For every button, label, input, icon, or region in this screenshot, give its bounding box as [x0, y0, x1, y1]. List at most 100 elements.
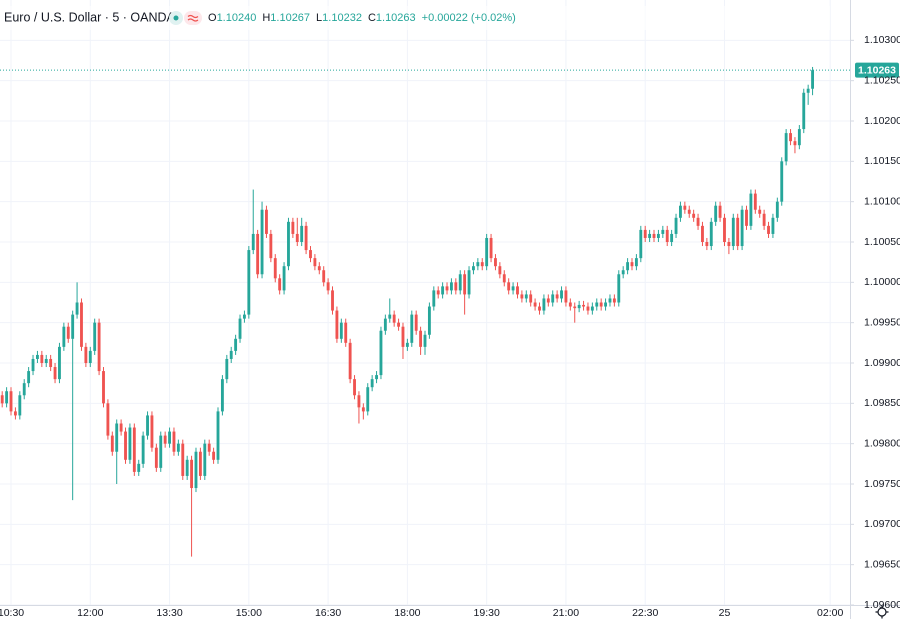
candle-body — [18, 395, 22, 416]
candle-body — [533, 302, 537, 307]
candle-body — [212, 451, 216, 460]
candle-body — [44, 358, 48, 363]
candle-body — [383, 318, 387, 331]
candle-body — [454, 282, 458, 291]
candle-body — [793, 141, 797, 146]
candle-body — [75, 302, 79, 315]
candle-body — [524, 294, 528, 299]
candle-body — [727, 242, 731, 247]
candle-body — [555, 294, 559, 299]
candle-body — [331, 290, 334, 311]
candle-body — [71, 314, 75, 339]
candle-body — [705, 242, 709, 247]
y-tick-label: 1.10200 — [864, 115, 900, 127]
candle-body — [388, 314, 392, 319]
candle-body — [665, 229, 669, 242]
candle-body — [419, 330, 423, 347]
candle-body — [141, 435, 145, 464]
candle-body — [194, 451, 198, 489]
candle-body — [467, 270, 471, 295]
candle-body — [317, 266, 321, 271]
candle-body — [154, 447, 158, 468]
candle-body — [304, 225, 308, 251]
candle-body — [84, 346, 88, 363]
plot-area — [0, 0, 850, 606]
candle-body — [476, 262, 480, 267]
candle-body — [767, 225, 770, 234]
candle-body — [753, 193, 757, 210]
candle-body — [265, 209, 268, 234]
ohlc-key: L — [316, 12, 322, 24]
candle-body — [595, 302, 599, 307]
y-tick-label: 1.09950 — [864, 316, 900, 328]
candle-body — [242, 314, 246, 319]
candle-body — [53, 367, 57, 380]
candle-body — [132, 427, 136, 472]
candle-body — [31, 358, 35, 372]
candle-body — [115, 423, 119, 452]
candle-body — [185, 459, 189, 476]
x-tick-label: 16:30 — [315, 607, 341, 619]
y-tick-label: 1.10100 — [864, 195, 900, 207]
candle-body — [432, 290, 436, 307]
settings-gear[interactable] — [877, 607, 887, 617]
candle-body — [731, 217, 735, 247]
candle-body — [529, 294, 533, 303]
change-value: +0.00022 (+0.02%) — [422, 12, 516, 24]
candle-body — [326, 282, 330, 291]
candle-body — [287, 221, 290, 267]
candle-body — [159, 435, 163, 468]
candle-body — [489, 237, 493, 259]
header-backdrop — [0, 6, 830, 30]
x-tick-label: 25 — [719, 607, 731, 619]
candle-body — [102, 371, 105, 404]
candle-body — [216, 411, 220, 460]
candle-body — [119, 423, 123, 432]
candle-body — [40, 354, 44, 363]
candle-body — [392, 314, 396, 323]
ohlc-key: H — [262, 12, 270, 24]
y-tick-label: 1.09700 — [864, 518, 900, 530]
candle-body — [568, 302, 572, 307]
candle-body — [758, 209, 762, 214]
data-status-badge[interactable] — [184, 11, 202, 25]
candle-body — [13, 411, 17, 416]
candle-body — [168, 431, 171, 444]
candle-body — [106, 403, 110, 436]
candle-body — [401, 326, 405, 347]
candle-body — [709, 221, 713, 247]
candle-body — [696, 217, 700, 226]
settings-icon[interactable] — [875, 605, 889, 619]
ohlc-value: 1.10240 — [217, 12, 257, 24]
candle-body — [427, 306, 431, 335]
candle-body — [22, 383, 26, 396]
candle-body — [617, 274, 621, 303]
candle-body — [626, 262, 630, 271]
candle-body — [172, 431, 176, 452]
candle-body — [639, 229, 643, 259]
candle-body — [97, 322, 101, 372]
candle-body — [300, 225, 304, 242]
candle-body — [745, 209, 748, 226]
candle-body — [507, 282, 511, 291]
candle-body — [163, 435, 167, 444]
x-tick-label: 22:30 — [632, 607, 658, 619]
candle-body — [353, 379, 356, 396]
candle-body — [797, 129, 801, 146]
candle-body — [203, 443, 207, 476]
candle-body — [498, 266, 502, 275]
candle-body — [502, 274, 506, 283]
x-tick-label: 19:30 — [474, 607, 500, 619]
ohlc-legend: O1.10240 H1.10267 L1.10232 C1.10263 +0.00022… — [208, 12, 516, 24]
candle-body — [643, 229, 647, 238]
candle-body — [560, 290, 563, 299]
y-tick-label: 1.10250 — [864, 74, 900, 86]
candle-body — [370, 379, 374, 388]
candle-body — [494, 258, 497, 267]
candle-body — [485, 237, 489, 267]
candle-body — [58, 346, 61, 380]
candle-body — [414, 314, 418, 331]
y-tick-label: 1.09750 — [864, 478, 900, 490]
chart-title: Euro / U.S. Dollar · 5 · OANDA — [4, 10, 176, 24]
